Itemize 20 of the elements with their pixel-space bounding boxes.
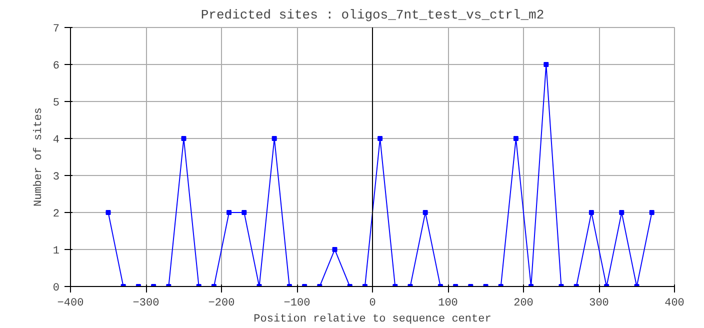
y-tick-label: 4 xyxy=(52,134,60,146)
y-tick-label: 0 xyxy=(52,282,60,294)
y-tick-label: 3 xyxy=(52,172,60,184)
x-tick-label: −200 xyxy=(208,298,235,310)
x-tick-label: −300 xyxy=(132,298,160,310)
x-axis-title: Position relative to sequence center xyxy=(254,314,492,326)
x-tick-label: 0 xyxy=(369,298,376,310)
x-tick-label: −400 xyxy=(57,298,84,310)
y-axis-title: Number of sites xyxy=(32,107,45,207)
y-tick-label: 7 xyxy=(52,24,60,36)
y-tick-label: 5 xyxy=(52,98,60,110)
x-tick-label: 100 xyxy=(438,298,458,310)
x-tick-label: −100 xyxy=(284,298,310,310)
x-tick-label: 400 xyxy=(664,298,684,310)
y-tick-label: 6 xyxy=(52,60,60,72)
x-tick-label: 200 xyxy=(514,298,534,310)
chart-title: Predicted sites : oligos_7nt_test_vs_ctrl_m2 xyxy=(200,8,544,22)
x-tick-label: 300 xyxy=(589,298,609,310)
y-tick-label: 2 xyxy=(52,208,60,220)
y-tick-label: 1 xyxy=(52,246,60,258)
